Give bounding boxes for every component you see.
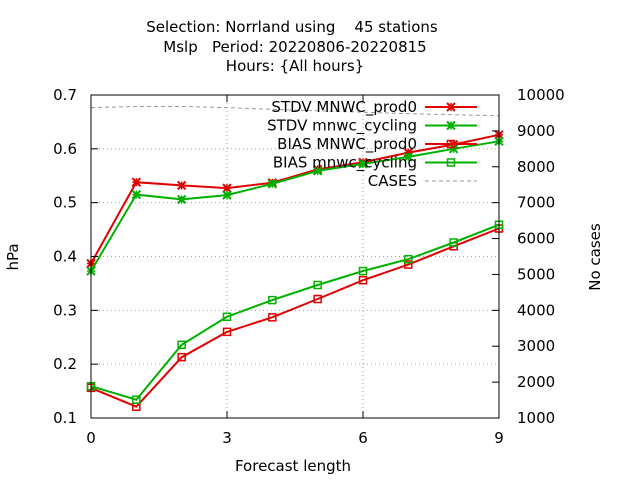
legend-marker [446,120,456,131]
series-3-point [358,266,368,276]
y2-tick-label: 9000 [517,122,555,140]
series-3-point [404,254,413,264]
series-3-point [222,312,232,322]
y-tick-label: 0.2 [53,355,77,373]
y-tick-label: 0.3 [53,301,77,319]
series-2-point [404,260,413,269]
series-1-point [131,189,142,200]
series-line-4 [90,106,500,117]
series-3-point [132,395,141,404]
x-tick-label: 3 [222,429,232,447]
y-tick-label: 0.6 [53,140,77,158]
series-1-point [358,159,368,169]
legend-label: BIAS mnwc_cycling [273,154,417,173]
legend-label: BIAS MNWC_prod0 [277,135,417,154]
series-3-point [268,295,277,305]
y2-tick-label: 1000 [517,409,555,427]
series-line-3 [90,223,500,401]
chart-title: Selection: Norrland using 45 stations Ms… [146,18,438,75]
series-0-point [222,183,232,193]
chart-title-line-3: Hours: {All hours} [226,57,364,75]
series-1-point [267,179,278,189]
y2-tick-label: 8000 [517,158,555,176]
x-tick-label: 9 [494,429,504,447]
chart-title-line-1: Selection: Norrland using 45 stations [146,18,438,36]
series-2-point [177,352,186,362]
axis-ticks: 0 3 6 9 0.1 0.2 0.3 0.4 0.5 0.6 0.7 1000 2000 3000 400… [53,86,565,447]
x-axis-label: Forecast length [235,457,351,475]
series-1-point [312,166,323,176]
y2-axis-label: No cases [586,223,604,291]
series-line-0 [90,133,500,264]
y-tick-label: 0.7 [53,86,77,104]
plot-frame [90,94,500,419]
series-line-1 [90,140,500,272]
series-1-point [176,194,187,205]
series-0-point [131,177,142,187]
series-1-point [403,152,414,162]
series-2-point [358,275,368,285]
legend-marker [446,139,456,149]
series-line-2 [90,227,500,408]
y-tick-label: 0.1 [53,409,77,427]
y2-tick-label: 2000 [517,373,555,391]
y2-tick-label: 3000 [517,337,555,355]
y2-tick-label: 7000 [517,194,555,212]
y-tick-label: 0.5 [53,194,77,212]
legend-marker [446,102,456,112]
x-tick-label: 6 [358,429,368,447]
legend-label: STDV mnwc_cycling [267,117,417,136]
series-3-point [313,280,322,290]
series-1-point [222,190,232,200]
x-tick-label: 0 [86,429,96,447]
series-2-point [313,294,322,304]
y2-tick-label: 6000 [517,230,555,248]
legend-marker [446,158,456,167]
grid-lines [91,95,499,418]
series-layer [86,106,504,411]
series-2-point [268,313,277,322]
series-1-point [448,144,459,154]
legend-label: STDV MNWC_prod0 [271,98,417,117]
y-tick-label: 0.4 [53,248,77,266]
series-3-point [177,340,186,350]
y2-tick-label: 5000 [517,265,555,283]
y2-tick-label: 10000 [517,86,565,104]
series-2-point [222,327,232,337]
legend-label: CASES [368,172,417,190]
series-0-point [176,180,187,191]
chart-title-line-2: Mslp Period: 20220806-20220815 [163,38,426,56]
y2-tick-label: 4000 [517,301,555,319]
y-axis-label: hPa [4,243,22,270]
series-3-point [449,238,458,247]
